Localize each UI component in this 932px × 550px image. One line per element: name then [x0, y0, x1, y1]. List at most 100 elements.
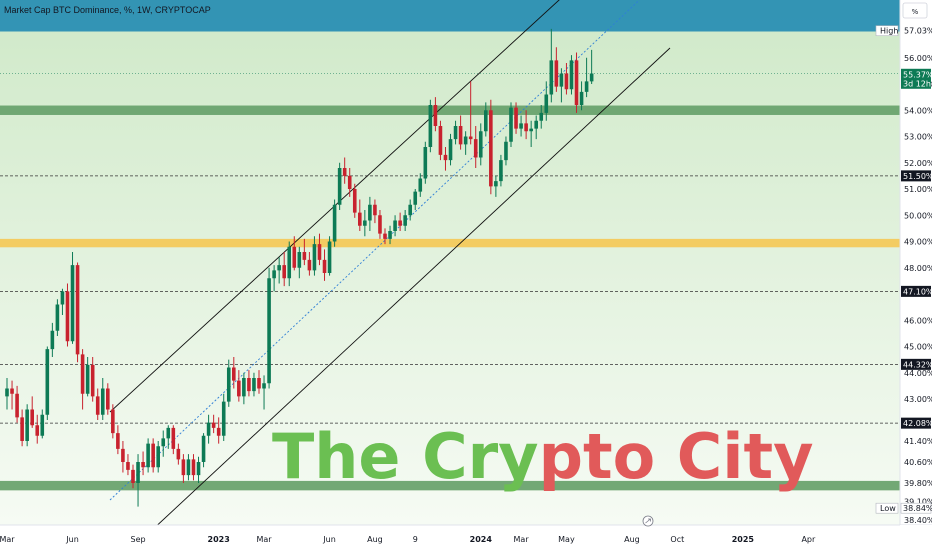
candle[interactable]: [504, 136, 508, 166]
candle[interactable]: [579, 81, 584, 111]
price-badge-3[interactable]: [901, 285, 931, 297]
price-badge-1[interactable]: [901, 68, 931, 89]
candle[interactable]: [196, 456, 201, 483]
candle[interactable]: [267, 267, 271, 389]
candle[interactable]: [40, 409, 45, 439]
candle[interactable]: [55, 299, 60, 336]
zone-1[interactable]: [0, 105, 900, 115]
candle[interactable]: [247, 370, 251, 397]
candle[interactable]: [549, 28, 554, 103]
goto-realtime-icon[interactable]: [642, 515, 654, 527]
candle[interactable]: [141, 451, 145, 476]
candle[interactable]: [60, 288, 65, 315]
candle[interactable]: [403, 210, 407, 231]
candle[interactable]: [499, 154, 503, 187]
channel-lower-line[interactable]: [149, 47, 671, 533]
candle[interactable]: [363, 210, 367, 237]
candle[interactable]: [156, 441, 160, 473]
candle[interactable]: [307, 252, 312, 276]
candle[interactable]: [292, 236, 297, 271]
candle[interactable]: [317, 233, 322, 266]
price-badge-5[interactable]: [901, 417, 931, 429]
candle[interactable]: [85, 357, 90, 397]
candle[interactable]: [65, 283, 70, 347]
candle[interactable]: [10, 380, 14, 410]
candle[interactable]: [25, 404, 29, 447]
candle[interactable]: [80, 349, 85, 410]
candle[interactable]: [529, 120, 533, 147]
candle[interactable]: [458, 115, 463, 150]
candle[interactable]: [30, 396, 34, 428]
candle[interactable]: [569, 55, 574, 95]
candle[interactable]: [45, 346, 50, 421]
scale-mode-button[interactable]: [902, 2, 928, 19]
zone-2[interactable]: [0, 238, 900, 248]
candle[interactable]: [423, 141, 428, 184]
candle[interactable]: [126, 454, 130, 476]
candle[interactable]: [489, 99, 493, 195]
candle[interactable]: [282, 252, 286, 287]
candle[interactable]: [534, 115, 538, 140]
candle[interactable]: [35, 414, 40, 444]
candle[interactable]: [448, 133, 453, 166]
candle[interactable]: [146, 438, 150, 473]
candle[interactable]: [211, 414, 216, 434]
candle[interactable]: [232, 357, 236, 389]
candle[interactable]: [428, 99, 433, 153]
candle[interactable]: [544, 81, 549, 121]
candle[interactable]: [438, 120, 443, 161]
zone-0[interactable]: [0, 0, 900, 32]
candle[interactable]: [342, 157, 347, 184]
candle[interactable]: [95, 388, 100, 421]
candle[interactable]: [302, 238, 307, 266]
candle[interactable]: [151, 438, 155, 473]
candle[interactable]: [5, 378, 9, 410]
candle[interactable]: [90, 357, 95, 402]
candle[interactable]: [368, 196, 372, 231]
candle[interactable]: [352, 183, 357, 218]
candle[interactable]: [514, 102, 518, 134]
candle[interactable]: [100, 378, 105, 420]
candle[interactable]: [257, 370, 261, 394]
candle[interactable]: [252, 372, 256, 397]
candle[interactable]: [589, 49, 594, 84]
candle[interactable]: [201, 433, 206, 468]
candle[interactable]: [398, 212, 402, 231]
candle[interactable]: [277, 257, 281, 284]
candle[interactable]: [206, 414, 211, 444]
candle[interactable]: [15, 385, 19, 423]
candle[interactable]: [584, 57, 589, 98]
candle[interactable]: [388, 225, 392, 245]
candle[interactable]: [509, 102, 513, 147]
zone-3[interactable]: [0, 480, 900, 491]
candle[interactable]: [116, 425, 120, 455]
candle[interactable]: [297, 246, 302, 279]
candle[interactable]: [443, 147, 448, 171]
candle[interactable]: [413, 189, 418, 210]
candle[interactable]: [136, 454, 140, 507]
candle[interactable]: [433, 97, 438, 132]
candle[interactable]: [473, 126, 478, 168]
candle[interactable]: [75, 262, 80, 363]
candle[interactable]: [574, 52, 579, 113]
candle[interactable]: [121, 441, 125, 473]
candle[interactable]: [322, 249, 327, 281]
candle[interactable]: [393, 215, 397, 237]
candle[interactable]: [287, 241, 292, 287]
candle[interactable]: [237, 370, 241, 402]
candle[interactable]: [453, 120, 458, 145]
candle[interactable]: [50, 322, 55, 357]
candle[interactable]: [131, 464, 135, 489]
candle[interactable]: [358, 199, 362, 232]
candle[interactable]: [111, 404, 115, 439]
candle[interactable]: [70, 252, 75, 344]
candle[interactable]: [312, 236, 317, 276]
candle[interactable]: [478, 123, 483, 166]
candle[interactable]: [327, 236, 332, 276]
candle[interactable]: [216, 417, 221, 444]
candle[interactable]: [176, 443, 181, 465]
candle[interactable]: [191, 454, 196, 481]
candle[interactable]: [226, 359, 231, 407]
